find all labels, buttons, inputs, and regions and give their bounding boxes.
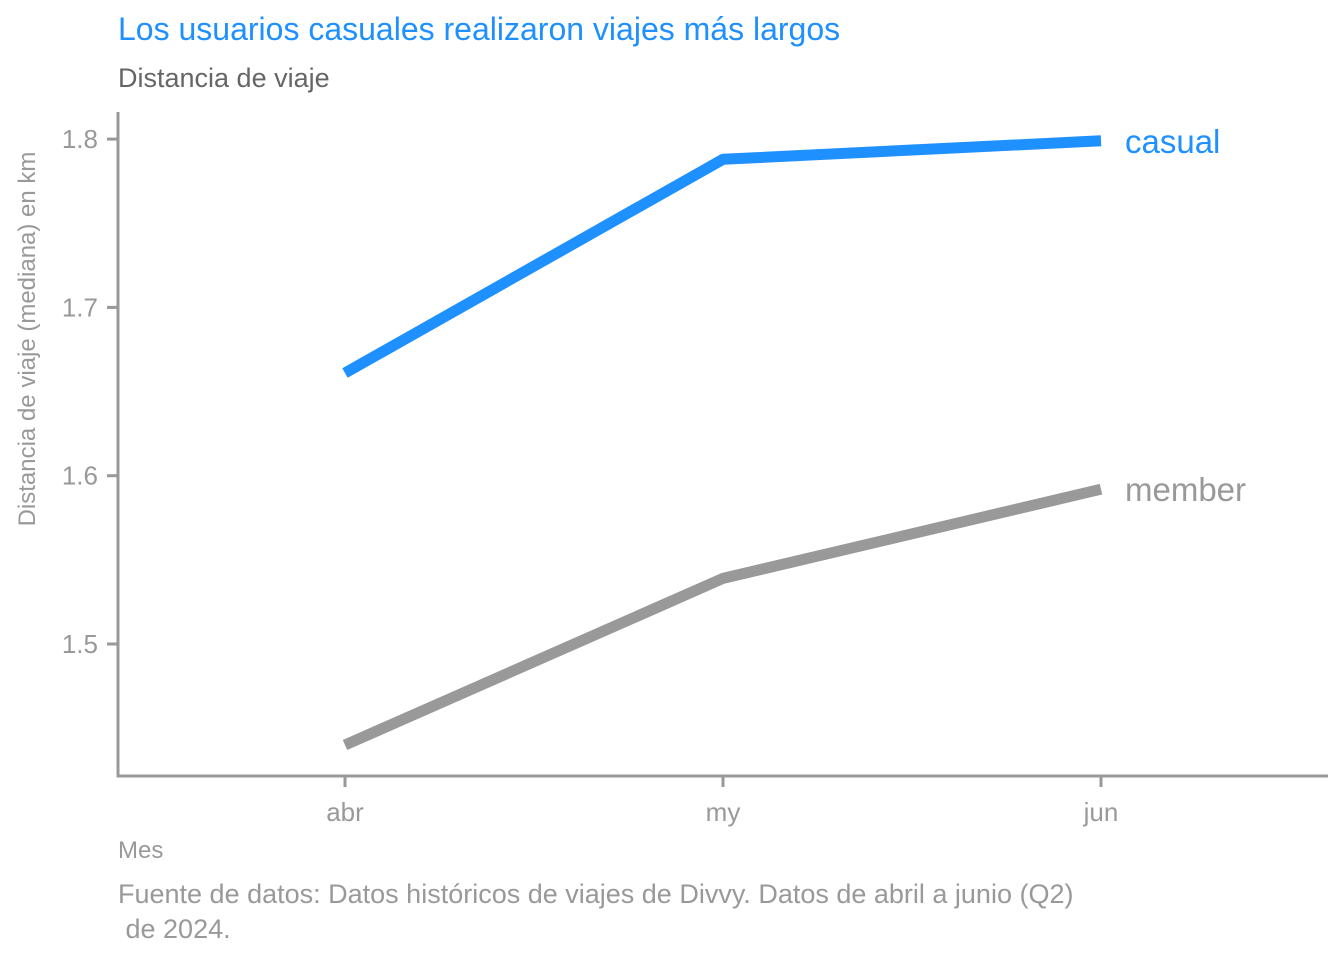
caption-line-2: de 2024. bbox=[118, 914, 231, 944]
x-tick-label: jun bbox=[1083, 797, 1119, 827]
y-tick-label: 1.5 bbox=[62, 629, 98, 659]
y-axis-label: Distancia de viaje (mediana) en km bbox=[14, 152, 41, 527]
y-tick-label: 1.6 bbox=[62, 461, 98, 491]
y-tick-label: 1.8 bbox=[62, 124, 98, 154]
x-axis: abr my jun bbox=[116, 774, 1328, 827]
series-line-member bbox=[342, 483, 1103, 751]
series-line-casual bbox=[342, 135, 1102, 378]
x-tick-label: my bbox=[706, 797, 741, 827]
series-layer: casual member bbox=[342, 123, 1246, 751]
x-tick-label: abr bbox=[326, 797, 364, 827]
chart-title: Los usuarios casuales realizaron viajes … bbox=[118, 11, 840, 47]
series-label-casual: casual bbox=[1125, 123, 1220, 160]
caption-line-1: Fuente de datos: Datos históricos de via… bbox=[118, 879, 1073, 909]
x-axis-label: Mes bbox=[118, 837, 163, 864]
y-axis: 1.5 1.6 1.7 1.8 bbox=[62, 112, 120, 778]
chart-subtitle: Distancia de viaje bbox=[118, 63, 330, 93]
y-tick-label: 1.7 bbox=[62, 292, 98, 322]
series-label-member: member bbox=[1125, 471, 1246, 508]
